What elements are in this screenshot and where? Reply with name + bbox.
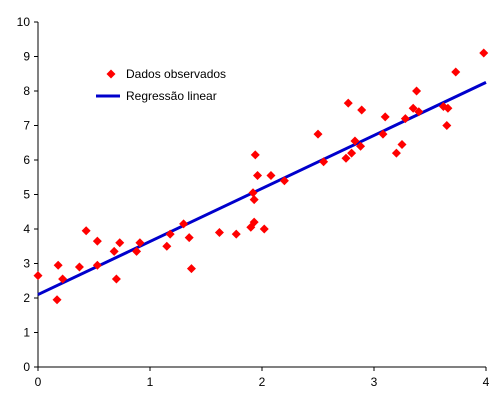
data-point: [132, 246, 142, 256]
data-point: [52, 295, 62, 305]
y-tick-label: 0: [23, 360, 30, 374]
data-point: [109, 246, 119, 256]
data-points: [33, 48, 489, 305]
legend-marker-observed: [106, 69, 116, 79]
data-point: [53, 260, 63, 270]
data-point: [397, 139, 407, 149]
y-tick-label: 7: [23, 119, 30, 133]
data-point: [186, 264, 196, 274]
data-point: [380, 112, 390, 122]
x-tick-label: 3: [371, 375, 378, 389]
data-point: [347, 148, 357, 158]
data-point: [249, 217, 259, 227]
legend-label-observed: Dados observados: [126, 67, 226, 81]
data-point: [179, 219, 189, 229]
data-point: [451, 67, 461, 77]
y-tick-label: 2: [23, 291, 30, 305]
data-point: [253, 171, 263, 181]
data-point: [92, 236, 102, 246]
data-point: [279, 176, 289, 186]
data-point: [92, 260, 102, 270]
data-point: [412, 86, 422, 96]
data-point: [356, 141, 366, 151]
y-tick-label: 3: [23, 257, 30, 271]
data-point: [81, 226, 91, 236]
axes: 0 1 2 3 4 5 6 7 8 9 10 0 1 2 3 4: [17, 15, 490, 389]
data-point: [442, 121, 452, 130]
data-point: [479, 48, 489, 58]
y-tick-label: 6: [23, 153, 30, 167]
y-tick-label: 5: [23, 188, 30, 202]
data-point: [250, 150, 260, 160]
data-point: [184, 233, 194, 243]
data-point: [111, 274, 121, 284]
y-tick-label: 4: [23, 222, 30, 236]
data-point: [400, 114, 410, 124]
regression-line: [37, 81, 487, 296]
x-tick-label: 1: [147, 375, 154, 389]
data-point: [319, 157, 329, 167]
data-point: [165, 229, 175, 239]
y-tick-label: 9: [23, 50, 30, 64]
data-point: [248, 188, 258, 198]
data-point: [343, 98, 353, 108]
y-tick-label: 8: [23, 84, 30, 98]
data-point: [115, 238, 125, 248]
data-point: [350, 136, 360, 146]
y-tick-label: 10: [17, 15, 31, 29]
data-point: [231, 229, 241, 239]
data-point: [414, 107, 424, 117]
x-tick-label: 4: [483, 375, 490, 389]
data-point: [135, 238, 145, 248]
legend-label-regression: Regressão linear: [126, 89, 217, 103]
x-tick-label: 0: [35, 375, 42, 389]
data-point: [74, 262, 84, 272]
legend: Dados observados Regressão linear: [90, 62, 230, 106]
data-point: [58, 274, 68, 284]
x-tick-label: 2: [259, 375, 266, 389]
data-point: [313, 129, 323, 139]
data-point: [214, 227, 224, 237]
data-point: [357, 105, 367, 115]
data-point: [33, 271, 43, 281]
data-point: [249, 195, 259, 205]
regression-line-group: [37, 81, 487, 296]
data-point: [443, 103, 453, 113]
data-point: [408, 103, 418, 113]
y-tick-label: 1: [23, 326, 30, 340]
data-point: [378, 129, 388, 139]
data-point: [341, 153, 351, 163]
data-point: [266, 171, 276, 181]
data-point: [259, 224, 269, 234]
data-point: [162, 241, 172, 251]
data-point: [391, 148, 401, 158]
legend-box: [90, 62, 230, 106]
